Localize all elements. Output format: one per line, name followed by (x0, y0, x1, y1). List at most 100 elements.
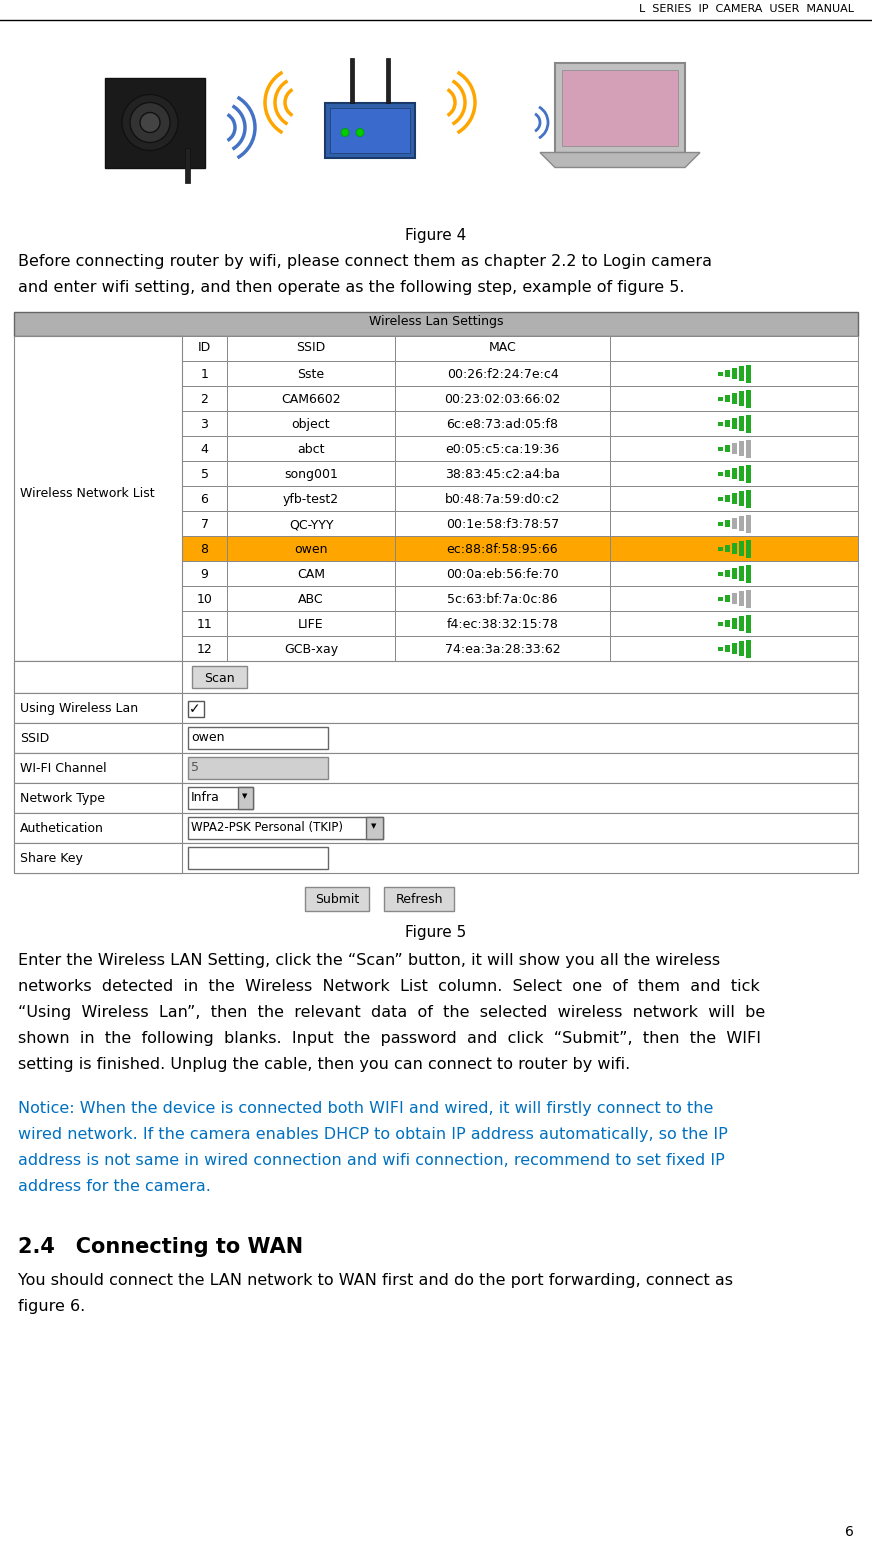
Bar (739, 391, 744, 406)
Text: Using Wireless Lan: Using Wireless Lan (20, 702, 138, 715)
Text: 2: 2 (201, 392, 208, 406)
Bar (732, 392, 737, 403)
Bar (732, 469, 737, 480)
Bar (739, 416, 744, 431)
Text: Network Type: Network Type (20, 793, 105, 805)
Text: 5: 5 (201, 469, 208, 481)
Bar (395, 635, 610, 662)
Bar (725, 620, 730, 627)
Bar (610, 486, 858, 511)
Bar (14, 436, 182, 461)
Bar (718, 571, 723, 576)
Bar (188, 727, 328, 749)
Text: setting is finished. Unplug the cable, then you can connect to router by wifi.: setting is finished. Unplug the cable, t… (18, 1057, 630, 1073)
Bar (746, 539, 751, 557)
Text: Infra: Infra (191, 791, 220, 803)
Bar (188, 847, 328, 869)
Text: ▼: ▼ (371, 824, 377, 828)
Circle shape (122, 95, 178, 151)
Bar (610, 411, 858, 436)
Bar (739, 366, 744, 381)
Bar (395, 361, 610, 386)
Bar (366, 817, 383, 839)
Bar (182, 635, 227, 662)
Text: f4:ec:38:32:15:78: f4:ec:38:32:15:78 (446, 618, 558, 631)
Bar (14, 336, 182, 662)
Bar (746, 464, 751, 483)
Bar (610, 336, 858, 361)
Bar (227, 486, 395, 511)
Text: 5: 5 (191, 761, 199, 774)
Text: Scan: Scan (204, 673, 235, 685)
Bar (718, 397, 723, 400)
Text: wired network. If the camera enables DHCP to obtain IP address automatically, so: wired network. If the camera enables DHC… (18, 1127, 728, 1141)
Text: CAM: CAM (297, 568, 325, 581)
Bar (725, 395, 730, 402)
Bar (718, 596, 723, 601)
Bar (610, 386, 858, 411)
Bar (182, 361, 227, 386)
Bar (14, 754, 182, 783)
Bar (746, 565, 751, 582)
Bar (14, 722, 182, 754)
Text: Submit: Submit (315, 894, 359, 906)
Bar (395, 336, 610, 361)
Bar (182, 486, 227, 511)
Bar (395, 461, 610, 486)
Bar (182, 461, 227, 486)
Bar (746, 364, 751, 383)
Bar (725, 545, 730, 553)
Text: song001: song001 (284, 469, 338, 481)
Text: 12: 12 (196, 643, 213, 655)
Bar (718, 621, 723, 626)
Bar (739, 567, 744, 581)
Bar (610, 511, 858, 536)
Text: Figure 5: Figure 5 (405, 925, 467, 940)
Bar (227, 336, 395, 361)
Text: Wireless Network List: Wireless Network List (20, 487, 154, 500)
Text: You should connect the LAN network to WAN first and do the port forwarding, conn: You should connect the LAN network to WA… (18, 1274, 733, 1288)
Bar (739, 492, 744, 506)
Bar (732, 417, 737, 430)
Bar (732, 444, 737, 455)
Bar (14, 561, 182, 585)
Bar (384, 887, 454, 911)
Bar (395, 610, 610, 635)
Text: address is not same in wired connection and wifi connection, recommend to set fi: address is not same in wired connection … (18, 1154, 725, 1168)
Text: object: object (292, 417, 330, 431)
Bar (330, 107, 410, 153)
Text: 00:26:f2:24:7e:c4: 00:26:f2:24:7e:c4 (446, 367, 558, 381)
Bar (185, 148, 190, 182)
Text: shown  in  the  following  blanks.  Input  the  password  and  click  “Submit”, : shown in the following blanks. Input the… (18, 1031, 761, 1046)
Bar (14, 486, 182, 511)
Text: “Using  Wireless  Lan”,  then  the  relevant  data  of  the  selected  wireless : “Using Wireless Lan”, then the relevant … (18, 1004, 766, 1020)
Text: Sste: Sste (297, 367, 324, 381)
Text: 00:0a:eb:56:fe:70: 00:0a:eb:56:fe:70 (446, 568, 559, 581)
Bar (725, 595, 730, 603)
Bar (739, 641, 744, 655)
Bar (739, 542, 744, 556)
Bar (14, 311, 858, 336)
Bar (562, 70, 678, 145)
Bar (725, 495, 730, 503)
Bar (14, 662, 182, 693)
Bar (14, 783, 182, 813)
Text: 00:1e:58:f3:78:57: 00:1e:58:f3:78:57 (446, 518, 559, 531)
Bar (610, 610, 858, 635)
Bar (14, 336, 182, 361)
Bar (746, 615, 751, 632)
Text: 38:83:45:c2:a4:ba: 38:83:45:c2:a4:ba (445, 469, 560, 481)
Bar (188, 817, 383, 839)
Text: Wireless Lan Settings: Wireless Lan Settings (369, 315, 503, 329)
Bar (238, 786, 253, 810)
Bar (610, 461, 858, 486)
Bar (227, 635, 395, 662)
Bar (325, 103, 415, 157)
Circle shape (341, 129, 349, 137)
Text: Enter the Wireless LAN Setting, click the “Scan” button, it will show you all th: Enter the Wireless LAN Setting, click th… (18, 953, 720, 968)
Bar (14, 511, 182, 536)
Bar (746, 414, 751, 433)
Bar (746, 439, 751, 458)
Bar (14, 813, 182, 842)
Bar (182, 336, 227, 361)
